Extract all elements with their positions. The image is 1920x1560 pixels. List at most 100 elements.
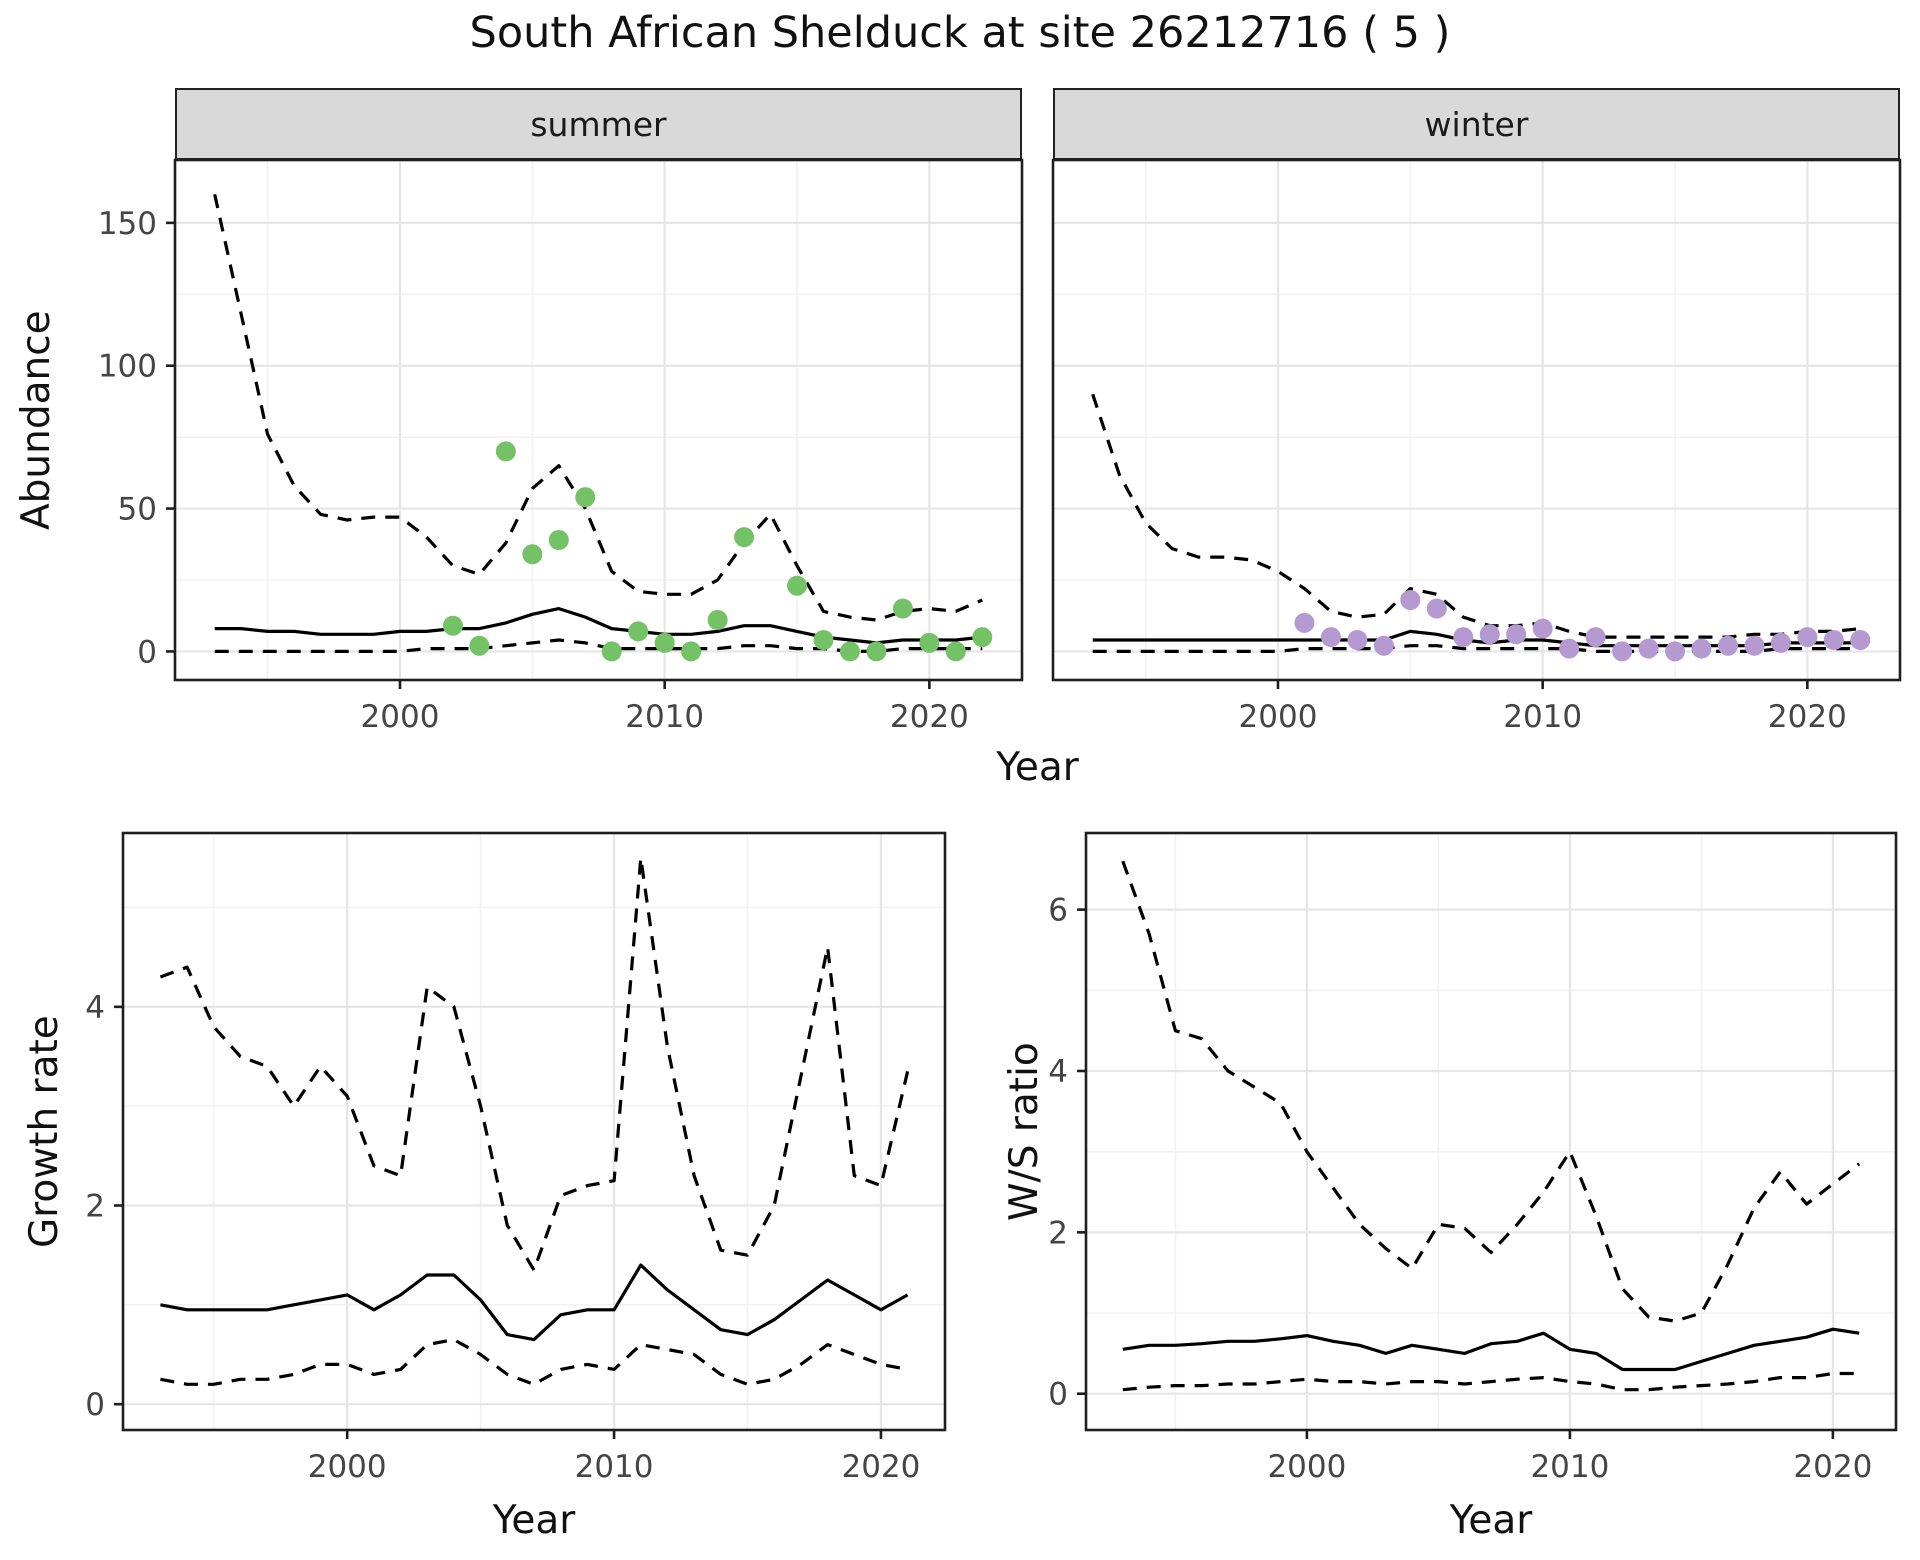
observed_counts_summer-point — [654, 632, 675, 653]
observed_counts_winter-point — [1559, 638, 1580, 659]
abundance_summer-lower_ci-line — [214, 638, 983, 653]
abundance_winter-upper_ci-line — [1091, 393, 1861, 639]
panel-border — [121, 831, 947, 1432]
y-tick-label: 0 — [137, 634, 157, 670]
y-tick-label: 2 — [85, 1189, 105, 1225]
y-tick-label: 0 — [85, 1387, 105, 1423]
observed_counts_winter-point — [1400, 590, 1421, 610]
x-axis-title-year-top: Year — [996, 745, 1079, 790]
y-tick-label: 6 — [1048, 893, 1068, 929]
x-tick-label: 2000 — [361, 699, 440, 735]
x-tick-label: 2020 — [1793, 1449, 1872, 1485]
growth_rate-estimate-line — [160, 1263, 909, 1342]
observed_counts_summer-point — [442, 615, 463, 636]
observed_counts_summer-point — [787, 575, 808, 596]
panel-background — [1053, 160, 1900, 680]
observed_counts_summer-point — [734, 527, 755, 548]
observed_counts_summer-point — [813, 630, 834, 650]
y-tick-label: 4 — [85, 990, 105, 1026]
y-tick-label: 50 — [118, 492, 157, 528]
facet-strip-summer-label: summer — [530, 104, 667, 144]
observed_counts_winter-point — [1294, 612, 1315, 633]
panel-abundance_summer: 2000 2010 2020 0 50 100 150 — [98, 158, 1024, 735]
facet-strip-summer: summer — [175, 88, 1022, 160]
facet-strip-winter: winter — [1053, 88, 1900, 160]
observed_counts_summer-point — [866, 641, 887, 662]
ws_ratio-estimate-line — [1122, 1327, 1860, 1372]
observed_counts_summer-point — [681, 641, 702, 662]
y-tick-label: 0 — [1048, 1377, 1068, 1413]
x-tick-label: 2020 — [1768, 699, 1847, 735]
observed_counts_winter-point — [1612, 641, 1633, 662]
observed_counts_winter-point — [1320, 627, 1341, 648]
panel-abundance_winter: 2000 2010 2020 — [1051, 158, 1902, 735]
observed_counts_winter-point — [1744, 635, 1765, 656]
observed_counts_summer-point — [945, 641, 966, 662]
panel-border — [173, 158, 1024, 682]
observed_counts_summer-point — [839, 641, 860, 662]
y-tick-label: 150 — [98, 206, 157, 242]
abundance_summer-estimate-line — [214, 607, 983, 645]
panel-ws_ratio: 2000 2010 2020 0 2 4 6 — [1048, 831, 1898, 1485]
growth_rate-upper_ci-line — [159, 856, 910, 1272]
observed_counts_summer-point — [548, 530, 569, 550]
observed_counts_winter-point — [1426, 598, 1447, 619]
x-tick-label: 2000 — [308, 1449, 387, 1485]
x-axis-title-year-growth: Year — [492, 1498, 576, 1543]
observed_counts_summer-point — [628, 621, 649, 642]
observed_counts_winter-point — [1638, 638, 1659, 659]
y-tick-label: 100 — [98, 349, 157, 385]
observed_counts_winter-point — [1479, 624, 1500, 645]
growth_rate-lower_ci-line — [160, 1338, 908, 1386]
y-axis-title-ws-ratio: W/S ratio — [1002, 1042, 1047, 1221]
observed_counts_winter-point — [1665, 641, 1686, 662]
x-tick-label: 2000 — [1267, 1449, 1346, 1485]
x-tick-label: 2000 — [1239, 699, 1318, 735]
panel-border — [1084, 831, 1898, 1432]
observed_counts_summer-point — [522, 544, 543, 565]
chart-title: South African Shelduck at site 26212716 … — [469, 8, 1451, 58]
x-axis-title-year-ws: Year — [1449, 1498, 1533, 1543]
observed_counts_winter-point — [1373, 635, 1394, 656]
abundance_summer-upper_ci-line — [213, 193, 983, 622]
x-tick-label: 2010 — [1503, 699, 1582, 735]
observed_counts_winter-point — [1717, 635, 1738, 656]
observed_counts_winter-point — [1585, 627, 1606, 648]
y-tick-label: 4 — [1048, 1054, 1068, 1090]
observed_counts_winter-point — [1691, 638, 1712, 659]
observed_counts_summer-point — [892, 598, 913, 619]
x-tick-label: 2020 — [890, 699, 969, 735]
observed_counts_winter-point — [1532, 618, 1553, 639]
abundance_winter-lower_ci-line — [1092, 644, 1861, 653]
panel-background — [1086, 833, 1896, 1430]
x-tick-label: 2010 — [1530, 1449, 1609, 1485]
ws_ratio-upper_ci-line — [1121, 860, 1861, 1323]
observed_counts_summer-point — [919, 632, 940, 653]
observed_counts_winter-point — [1770, 632, 1791, 653]
observed_counts_summer-point — [469, 635, 490, 656]
x-tick-label: 2010 — [625, 699, 704, 735]
panel-border — [1051, 158, 1902, 682]
observed_counts_summer-point — [972, 627, 993, 648]
panel-background — [175, 160, 1022, 680]
ws_ratio-lower_ci-line — [1122, 1371, 1860, 1392]
y-tick-label: 2 — [1048, 1215, 1068, 1251]
observed_counts_winter-point — [1823, 630, 1844, 650]
observed_counts_summer-point — [575, 487, 596, 508]
observed_counts_summer-point — [601, 641, 622, 662]
observed_counts_winter-point — [1850, 630, 1871, 650]
panel-growth_rate: 2000 2010 2020 0 2 4 — [85, 831, 947, 1485]
panel-background — [123, 833, 945, 1430]
observed_counts_winter-point — [1347, 630, 1368, 650]
observed_counts_summer-point — [495, 441, 516, 462]
observed_counts_winter-point — [1506, 624, 1527, 645]
observed_counts_winter-point — [1453, 627, 1474, 648]
observed_counts_winter-point — [1797, 627, 1818, 648]
facet-strip-winter-label: winter — [1424, 104, 1529, 144]
observed_counts_summer-point — [707, 610, 728, 630]
x-tick-label: 2020 — [841, 1449, 920, 1485]
y-axis-title-growth-rate: Growth rate — [22, 1015, 67, 1248]
y-axis-title-abundance: Abundance — [14, 310, 59, 530]
